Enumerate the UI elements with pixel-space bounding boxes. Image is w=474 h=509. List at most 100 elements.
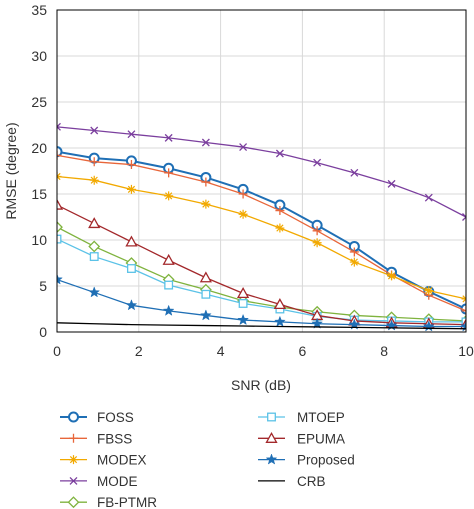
legend-item-modex: MODEX: [60, 453, 147, 468]
legend-item-fb-ptmr: FB-PTMR: [60, 495, 157, 509]
legend-label: MTOEP: [297, 410, 345, 425]
legend-label: FOSS: [97, 410, 134, 425]
series-layer: [57, 122, 466, 332]
data-point-proposed: [162, 304, 175, 316]
data-point-proposed: [57, 273, 63, 285]
data-point-fbss: [312, 226, 322, 236]
y-tick-label: 0: [39, 324, 47, 340]
legend-item-epuma: EPUMA: [258, 431, 345, 446]
legend-marker: [267, 412, 276, 422]
data-point-epuma: [57, 198, 64, 210]
data-point-fbss: [164, 168, 174, 178]
data-point-mtoep: [201, 289, 211, 299]
legend-item-fbss: FBSS: [60, 431, 132, 446]
series-line-fb-ptmr: [57, 226, 466, 322]
legend-label: FBSS: [97, 431, 132, 446]
data-point-mode: [90, 126, 99, 135]
data-point-mode: [57, 122, 61, 131]
data-point-mode: [201, 138, 210, 147]
data-point-fb-ptmr: [57, 221, 63, 234]
legend-label: FB-PTMR: [97, 495, 157, 509]
y-tick-label: 25: [31, 94, 47, 110]
y-tick-label: 5: [39, 278, 47, 294]
data-point-mode: [239, 143, 248, 152]
data-point-fbss: [349, 247, 359, 257]
data-point-fbss: [238, 189, 248, 199]
data-point-mtoep: [164, 280, 174, 290]
x-tick-label: 8: [380, 343, 388, 359]
data-point-modex: [89, 175, 99, 185]
series-mode: [57, 122, 466, 221]
data-point-mode: [275, 149, 284, 158]
data-point-proposed: [88, 286, 101, 298]
plot-area: [57, 10, 466, 332]
data-point-proposed: [199, 309, 212, 321]
y-tick-label: 35: [31, 2, 47, 18]
data-point-mtoep: [126, 264, 136, 273]
data-point-epuma: [199, 271, 212, 283]
data-point-modex: [424, 286, 434, 296]
data-point-epuma: [125, 235, 138, 247]
data-point-fb-ptmr: [88, 240, 101, 253]
legend-marker: [69, 455, 78, 465]
series-crb: [57, 322, 466, 330]
series-line-mtoep: [57, 238, 466, 323]
y-tick-label: 10: [31, 232, 47, 248]
legend-marker: [68, 411, 79, 423]
data-point-mode: [127, 130, 136, 139]
data-point-mode: [313, 158, 322, 167]
data-point-fbss: [275, 206, 285, 216]
data-point-fbss: [57, 150, 62, 160]
data-point-epuma: [273, 298, 287, 310]
legend: FOSS FBSS MODEX MODE FB-PTMR MTOEP EPUMA Propos…: [60, 410, 355, 509]
legend-marker: [265, 431, 278, 443]
data-point-proposed: [311, 317, 324, 329]
series-line-crb: [57, 322, 466, 330]
data-point-proposed: [125, 299, 138, 311]
data-point-fbss: [126, 160, 136, 170]
data-point-epuma: [236, 287, 250, 299]
legend-label: Proposed: [297, 453, 355, 468]
data-point-mtoep: [89, 252, 99, 262]
data-point-mtoep: [238, 299, 248, 308]
data-point-mode: [350, 168, 359, 177]
data-point-modex: [164, 191, 174, 201]
data-point-mode: [164, 133, 173, 142]
series-line-foss: [57, 150, 466, 310]
data-point-fbss: [89, 157, 99, 167]
series-line-proposed: [57, 278, 466, 328]
legend-marker: [67, 496, 80, 509]
x-tick-label: 6: [299, 343, 307, 359]
legend-label: CRB: [297, 474, 326, 489]
data-point-epuma: [162, 253, 175, 265]
series-line-mode: [57, 126, 466, 218]
data-point-mode: [387, 179, 396, 188]
plot-frame: [56, 9, 467, 333]
data-point-proposed: [273, 315, 286, 327]
legend-label: EPUMA: [297, 431, 345, 446]
legend-item-mode: MODE: [60, 474, 138, 489]
series-line-epuma: [57, 204, 466, 326]
data-point-fbss: [461, 306, 466, 316]
data-point-mode: [462, 213, 466, 221]
x-tick-label: 2: [135, 343, 143, 359]
y-tick-label: 20: [31, 140, 47, 156]
y-tick-label: 15: [31, 186, 47, 202]
data-point-modex: [312, 238, 322, 248]
data-point-modex: [275, 223, 285, 233]
legend-item-crb: CRB: [258, 474, 326, 489]
series-line-modex: [57, 175, 466, 300]
tick-labels: 0 5 10 15 20 25 30 35 0 2 4 6 8 10: [31, 2, 474, 359]
y-axis-label: RMSE (degree): [3, 122, 19, 219]
legend-marker: [69, 433, 78, 443]
data-point-modex: [349, 257, 359, 267]
x-tick-label: 4: [217, 343, 225, 359]
legend-item-proposed: Proposed: [258, 453, 355, 468]
x-tick-label: 10: [458, 343, 474, 359]
y-tick-label: 30: [31, 48, 47, 64]
data-point-modex: [238, 209, 248, 219]
data-point-foss: [57, 146, 63, 158]
data-point-modex: [387, 271, 397, 281]
data-point-proposed: [237, 313, 250, 326]
